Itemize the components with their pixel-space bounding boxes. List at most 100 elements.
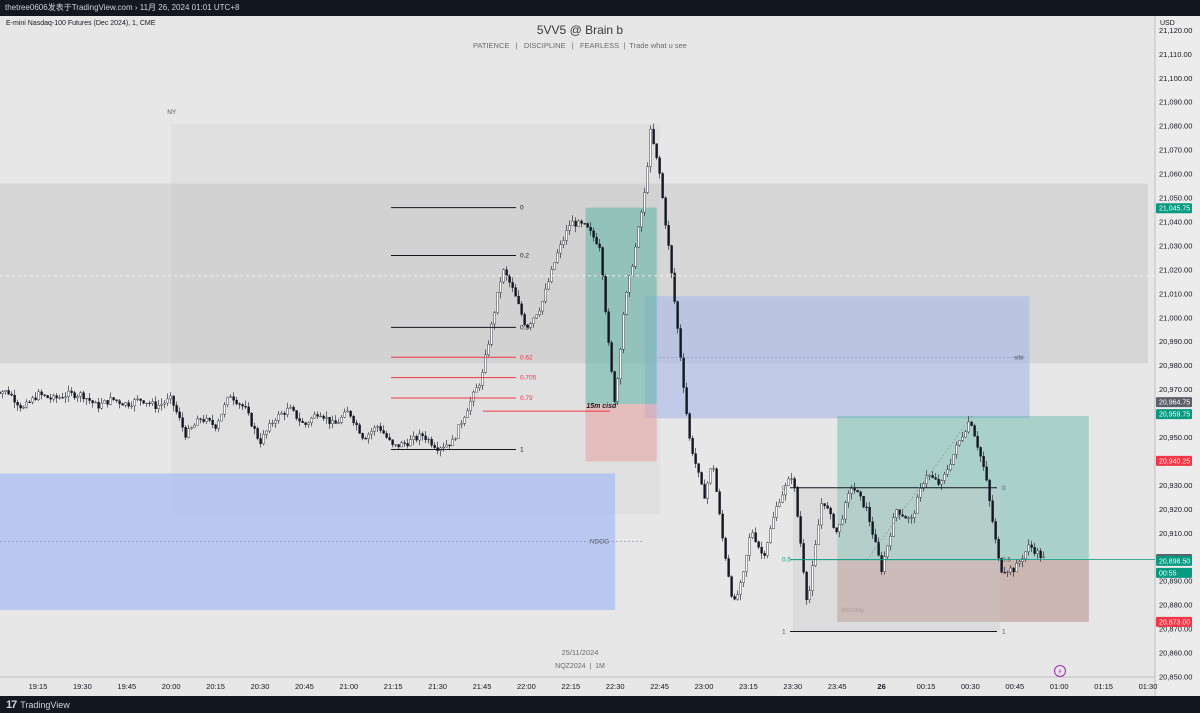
candle-body bbox=[604, 275, 607, 312]
zone-label-ny: NY bbox=[167, 109, 177, 116]
candle-body bbox=[457, 424, 460, 439]
time-tick-label: 19:45 bbox=[117, 682, 136, 691]
candle-body bbox=[112, 397, 115, 400]
candle-body bbox=[883, 556, 886, 572]
candle-body bbox=[658, 157, 661, 174]
time-axis[interactable]: 19:15 19:30 19:45 20:00 20:15 20:30 20:45 21:00… bbox=[29, 682, 1158, 691]
candle-body bbox=[541, 300, 544, 312]
candle-body bbox=[361, 433, 364, 439]
candle-body bbox=[196, 418, 199, 426]
candle-body bbox=[283, 412, 286, 415]
candle-body bbox=[916, 496, 919, 514]
candle-body bbox=[334, 420, 337, 424]
candle-body bbox=[694, 453, 697, 464]
fib-level-label: 0.62 bbox=[520, 354, 533, 361]
time-tick-label: 20:30 bbox=[251, 682, 270, 691]
fib2-level-label-right: 0.5 bbox=[1002, 557, 1011, 564]
candle-body bbox=[1042, 556, 1045, 558]
candle-body bbox=[523, 314, 526, 326]
candle-body bbox=[709, 468, 712, 484]
candle-body bbox=[376, 426, 379, 428]
tradingview-logo-icon[interactable]: 17 bbox=[6, 698, 17, 711]
fib-level-label: 0 bbox=[520, 205, 524, 212]
candle-body bbox=[1036, 550, 1039, 554]
candle-body bbox=[25, 401, 28, 408]
candle-body bbox=[97, 402, 100, 409]
price-label-badge bbox=[1156, 567, 1192, 578]
alert-icon[interactable]: ⚡ bbox=[1054, 665, 1066, 677]
time-tick-label: 00:45 bbox=[1005, 682, 1024, 691]
price-labels: 21,045.75 20,964.75 20,959.75 20,940.25 20,8… bbox=[1156, 203, 1192, 627]
candle-body bbox=[331, 420, 334, 424]
candle-body bbox=[10, 393, 13, 396]
candle-body bbox=[646, 166, 649, 193]
candle-body bbox=[745, 555, 748, 572]
candle-body bbox=[136, 398, 139, 400]
candle-body bbox=[1003, 572, 1006, 574]
candle-body bbox=[559, 244, 562, 254]
candle-body bbox=[751, 532, 754, 538]
candle-body bbox=[796, 486, 799, 517]
candle-body bbox=[55, 395, 58, 399]
svg-text:⚡: ⚡ bbox=[1058, 668, 1063, 676]
candle-body bbox=[1009, 567, 1012, 573]
candle-body bbox=[40, 391, 43, 396]
candle-body bbox=[976, 436, 979, 448]
candle-body bbox=[664, 197, 667, 226]
time-tick-label: 23:15 bbox=[739, 682, 758, 691]
candle-body bbox=[631, 266, 634, 276]
candle-body bbox=[82, 392, 85, 400]
candle-body bbox=[718, 491, 721, 515]
candle-body bbox=[292, 407, 295, 411]
candle-body bbox=[970, 421, 973, 426]
time-tick-label: 21:00 bbox=[339, 682, 358, 691]
candle-body bbox=[874, 534, 877, 543]
price-tick-label: 21,120.00 bbox=[1159, 26, 1192, 35]
time-tick-label: 23:00 bbox=[695, 682, 714, 691]
zones-layer: NYNDOGsibiMonday bbox=[0, 109, 1148, 632]
candle-body bbox=[304, 422, 307, 425]
candle-body bbox=[847, 493, 850, 503]
fib2-level-label-right: 0 bbox=[1002, 485, 1006, 492]
candle-body bbox=[592, 230, 595, 238]
fib-level-label: 0.705 bbox=[520, 375, 537, 382]
fib-level-label: 0.2 bbox=[520, 252, 529, 259]
candle-body bbox=[1006, 571, 1009, 574]
price-tick-label: 20,880.00 bbox=[1159, 601, 1192, 610]
candle-body bbox=[214, 424, 217, 429]
price-label-badge bbox=[1156, 203, 1192, 214]
candle-body bbox=[979, 447, 982, 457]
candle-body bbox=[565, 230, 568, 241]
candle-body bbox=[499, 281, 502, 293]
candle-body bbox=[826, 505, 829, 509]
time-tick-label: 00:30 bbox=[961, 682, 980, 691]
candle-body bbox=[634, 246, 637, 267]
candle-body bbox=[889, 536, 892, 547]
candle-body bbox=[115, 399, 118, 401]
candle-body bbox=[1039, 550, 1042, 558]
candle-body bbox=[568, 225, 571, 231]
candle-body bbox=[778, 502, 781, 507]
price-tick-label: 20,870.00 bbox=[1159, 625, 1192, 634]
footer-brand[interactable]: TradingView bbox=[20, 699, 70, 710]
candles-layer bbox=[0, 123, 1045, 605]
candle-body bbox=[172, 395, 175, 406]
candle-body bbox=[271, 422, 274, 425]
candle-body bbox=[163, 402, 166, 405]
candle-body bbox=[850, 488, 853, 494]
time-axis-panel bbox=[0, 677, 1155, 696]
zone-label-sibi: sibi bbox=[1014, 354, 1024, 361]
candle-body bbox=[64, 396, 67, 399]
candle-body bbox=[688, 413, 691, 439]
chart[interactable]: NYNDOGsibiMonday 00.20.50.620.7050.79100… bbox=[0, 16, 1200, 696]
candle-body bbox=[181, 417, 184, 428]
candle-body bbox=[724, 537, 727, 559]
candle-body bbox=[79, 392, 82, 397]
candle-body bbox=[400, 442, 403, 448]
price-axis-panel bbox=[1155, 16, 1200, 696]
candle-body bbox=[943, 474, 946, 481]
time-tick-label: 22:30 bbox=[606, 682, 625, 691]
price-label-text: 00:55 bbox=[1159, 570, 1177, 577]
candle-body bbox=[367, 433, 370, 439]
candle-body bbox=[154, 401, 157, 409]
